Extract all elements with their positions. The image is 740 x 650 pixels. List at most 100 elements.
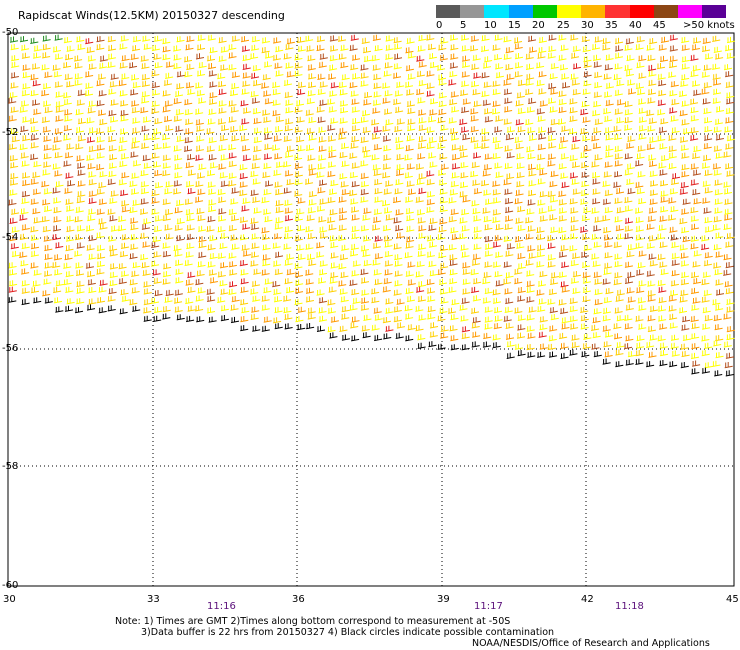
wind-barb	[371, 119, 380, 126]
wind-barb	[272, 242, 281, 249]
wind-barb	[99, 119, 108, 126]
wind-barb	[448, 79, 457, 86]
wind-barb	[8, 262, 17, 269]
wind-barb	[141, 223, 150, 230]
wind-barb	[88, 287, 97, 294]
wind-barb	[297, 45, 306, 52]
wind-barb	[503, 53, 512, 60]
wind-barb	[352, 297, 361, 304]
wind-barb	[473, 142, 482, 149]
wind-barb	[294, 154, 303, 161]
wind-barb	[43, 161, 52, 168]
wind-barb	[537, 351, 546, 358]
wind-barb	[418, 243, 427, 250]
wind-barb	[74, 62, 83, 69]
wind-barb	[690, 271, 700, 279]
wind-barb	[671, 173, 681, 180]
wind-barb	[120, 270, 129, 277]
wind-barb	[569, 172, 578, 179]
wind-barb	[42, 169, 51, 176]
wind-barb	[517, 107, 526, 115]
wind-barb	[572, 89, 581, 96]
wind-barb	[548, 351, 558, 358]
wind-barb	[547, 242, 556, 249]
wind-barb	[154, 215, 163, 222]
wind-barb	[140, 188, 149, 195]
wind-barb	[21, 90, 30, 97]
wind-barb	[42, 199, 51, 206]
wind-barb	[405, 145, 414, 152]
wind-barb	[142, 116, 151, 123]
wind-barb	[131, 287, 140, 294]
wind-barb	[691, 343, 700, 350]
wind-barb	[459, 181, 469, 189]
wind-barb	[253, 127, 262, 134]
wind-barb	[230, 234, 239, 241]
wind-barb	[484, 323, 493, 330]
wind-barb	[726, 170, 735, 177]
wind-barb	[119, 160, 128, 168]
wind-barb	[547, 254, 556, 261]
wind-barb	[209, 47, 218, 54]
wind-barb	[220, 124, 230, 132]
wind-barb	[670, 342, 679, 349]
wind-barb	[263, 287, 272, 294]
wind-barb	[318, 126, 327, 133]
wind-barb	[228, 172, 237, 179]
wind-barb	[492, 197, 501, 204]
wind-barb	[228, 225, 237, 232]
wind-barb	[616, 289, 625, 296]
wind-barb	[339, 173, 348, 180]
wind-barb	[657, 135, 666, 142]
wind-barb	[197, 34, 206, 41]
wind-barb	[66, 143, 75, 150]
wind-barb	[285, 287, 295, 294]
wind-barb	[351, 73, 361, 80]
wind-barb	[107, 295, 116, 302]
wind-barb	[262, 260, 271, 267]
wind-barb	[283, 243, 292, 250]
wind-barb	[65, 286, 74, 293]
wind-barb	[504, 97, 513, 104]
wind-barb	[274, 268, 283, 276]
wind-barb	[306, 214, 315, 222]
wind-barb	[55, 91, 64, 98]
wind-barb	[99, 55, 108, 62]
wind-barb	[449, 34, 459, 41]
wind-barb	[447, 307, 457, 314]
wind-barb	[692, 261, 701, 268]
wind-barb	[714, 324, 723, 331]
wind-barb	[43, 205, 53, 212]
wind-barb	[294, 215, 303, 222]
wind-barb	[613, 181, 622, 188]
wind-barb	[592, 188, 601, 195]
wind-barb	[74, 250, 83, 257]
wind-barb	[396, 322, 405, 329]
wind-barb	[96, 127, 105, 134]
wind-barb	[151, 107, 160, 114]
wind-barb	[528, 180, 537, 187]
wind-barb	[263, 90, 272, 97]
wind-barb	[484, 306, 493, 313]
wind-barb	[593, 225, 602, 232]
wind-barb	[230, 198, 239, 205]
wind-barb	[88, 127, 97, 134]
wind-barb	[549, 181, 558, 188]
wind-barb	[682, 334, 691, 341]
wind-barb	[264, 133, 273, 140]
wind-barb	[217, 226, 226, 233]
wind-barb	[407, 261, 416, 268]
wind-barb	[604, 64, 613, 71]
wind-barb	[715, 232, 724, 239]
wind-barb	[547, 127, 556, 134]
wind-barb	[385, 307, 394, 314]
wind-barb	[99, 279, 108, 286]
wind-barb	[252, 196, 261, 203]
wind-barb	[690, 287, 700, 295]
wind-barb	[726, 326, 735, 333]
wind-barb	[538, 133, 547, 140]
wind-barb	[284, 323, 293, 330]
wind-barb	[648, 70, 657, 77]
wind-barb	[76, 99, 85, 106]
wind-barb	[262, 244, 271, 251]
